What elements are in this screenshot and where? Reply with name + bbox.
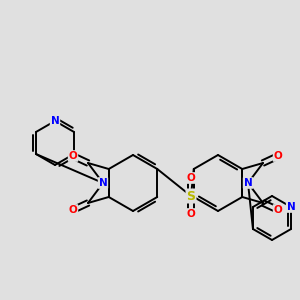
Text: O: O xyxy=(69,151,77,161)
Text: S: S xyxy=(187,190,196,202)
Text: O: O xyxy=(274,205,282,215)
Text: O: O xyxy=(187,173,195,183)
Text: N: N xyxy=(99,178,107,188)
Text: N: N xyxy=(287,202,296,212)
Text: O: O xyxy=(274,151,282,161)
Text: N: N xyxy=(244,178,252,188)
Text: O: O xyxy=(187,209,195,219)
Text: N: N xyxy=(51,116,59,126)
Text: O: O xyxy=(69,205,77,215)
